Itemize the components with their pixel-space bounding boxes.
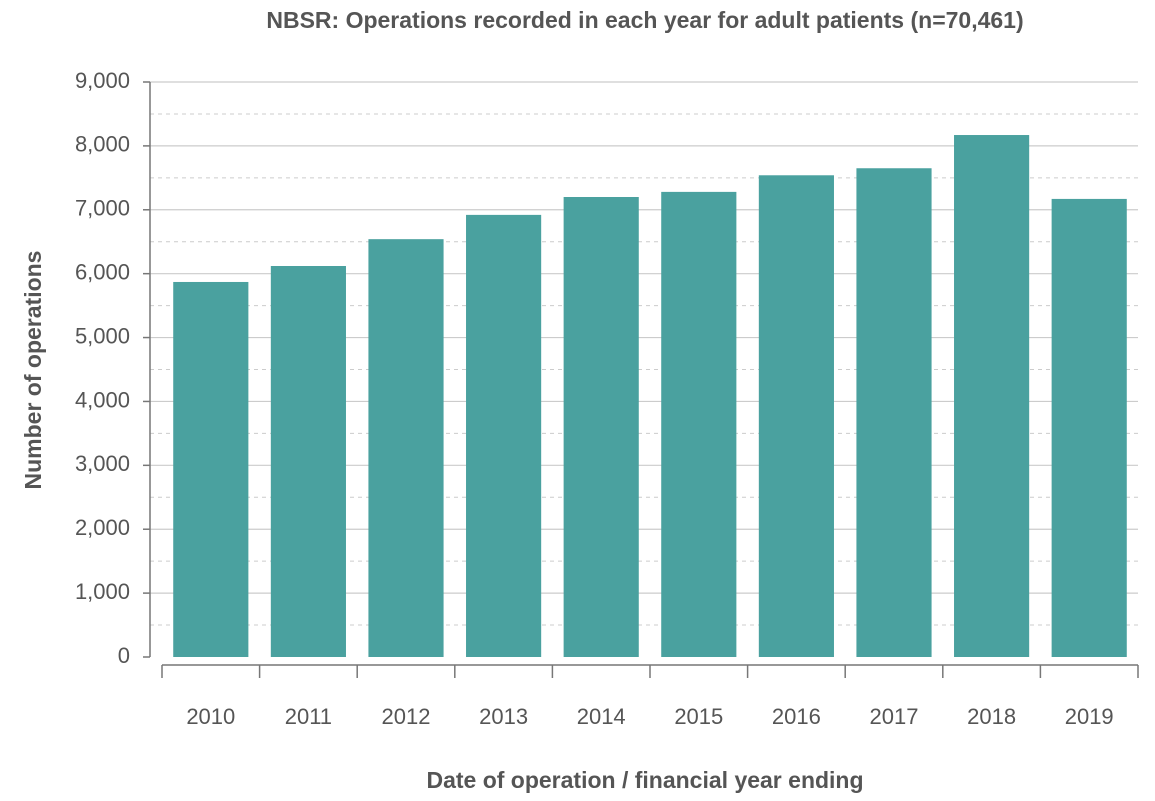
bar — [758, 175, 834, 657]
bar — [466, 214, 542, 657]
bar — [173, 281, 249, 657]
y-tick-label: 0 — [118, 643, 130, 668]
x-tick-label: 2011 — [285, 704, 332, 729]
y-tick-label: 4,000 — [75, 387, 130, 412]
x-tick-label: 2014 — [577, 704, 626, 729]
chart-title: NBSR: Operations recorded in each year f… — [266, 7, 1023, 33]
y-tick-label: 9,000 — [75, 68, 130, 93]
bar — [1051, 198, 1127, 657]
bar — [661, 191, 737, 657]
y-tick-label: 5,000 — [75, 323, 130, 348]
bar — [270, 266, 346, 657]
x-tick-label: 2019 — [1065, 704, 1114, 729]
y-tick-label: 7,000 — [75, 196, 130, 221]
bar — [563, 197, 639, 657]
y-tick-label: 3,000 — [75, 451, 130, 476]
x-tick-label: 2016 — [772, 704, 821, 729]
bar — [856, 168, 932, 657]
x-axis-title: Date of operation / financial year endin… — [426, 767, 863, 793]
x-tick-label: 2018 — [967, 704, 1016, 729]
y-tick-label: 8,000 — [75, 132, 130, 157]
x-tick-label: 2012 — [382, 704, 431, 729]
x-tick-label: 2010 — [186, 704, 235, 729]
bar — [954, 135, 1030, 657]
x-tick-label: 2015 — [674, 704, 723, 729]
y-tick-label: 1,000 — [75, 579, 130, 604]
x-tick-label: 2013 — [479, 704, 528, 729]
y-tick-label: 6,000 — [75, 259, 130, 284]
x-tick-label: 2017 — [870, 704, 919, 729]
bar — [368, 239, 444, 657]
y-axis-title: Number of operations — [20, 251, 46, 490]
y-tick-label: 2,000 — [75, 515, 130, 540]
